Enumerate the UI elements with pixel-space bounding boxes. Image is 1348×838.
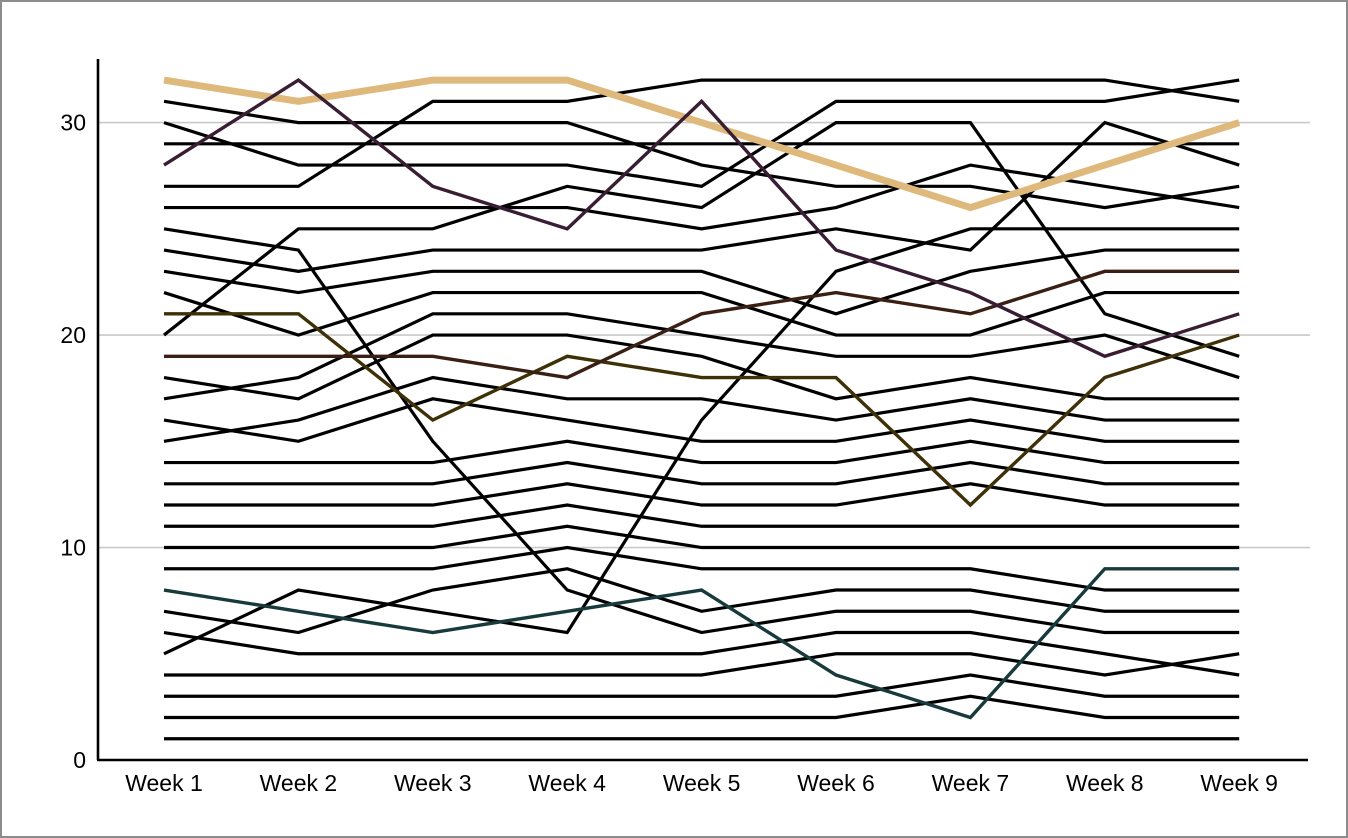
series-line-black-19 (164, 524, 1240, 550)
series-line-black-20 (164, 545, 1240, 592)
series-line-black-13 (163, 397, 1240, 443)
series-line-black-24 (164, 652, 1240, 677)
series-line-black-17 (164, 482, 1240, 507)
x-tick-label-7: Week 7 (932, 770, 1010, 796)
series-line-black-10 (163, 120, 1240, 358)
series-line-highlight-teal (163, 567, 1240, 720)
series-line-highlight-purple (163, 78, 1240, 359)
series-line-black-14 (163, 375, 1240, 443)
x-tick-label-8: Week 8 (1066, 770, 1144, 796)
series-line-highlight-maroon (164, 269, 1240, 380)
x-tick-label-4: Week 4 (528, 770, 606, 796)
series-line-black-08 (163, 248, 1240, 316)
series-line-black-06 (163, 227, 1240, 635)
series-line-black-11 (163, 333, 1240, 401)
series-line-black-04 (164, 78, 1240, 188)
series-line-black-01 (163, 99, 1240, 210)
series-line-black-18 (164, 503, 1240, 528)
x-tick-label-9: Week 9 (1200, 770, 1278, 796)
y-tick-label-20: 20 (60, 322, 86, 348)
series-line-black-07 (163, 120, 1240, 273)
y-tick-label-30: 30 (60, 110, 86, 136)
series-line-black-15 (164, 439, 1240, 465)
series-line-black-16 (164, 460, 1240, 486)
y-tick-label-10: 10 (60, 535, 86, 561)
x-tick-label-3: Week 3 (394, 770, 472, 796)
series-line-highlight-olive (164, 312, 1240, 508)
series-line-highlight-tan (163, 76, 1241, 212)
series-line-black-23 (163, 227, 1240, 656)
series-line-black-22 (163, 630, 1240, 677)
series-line-black-09 (163, 290, 1240, 337)
series-line-black-25 (164, 673, 1240, 698)
x-tick-label-6: Week 6 (797, 770, 875, 796)
x-tick-label-2: Week 2 (260, 770, 338, 796)
x-tick-label-1: Week 1 (125, 770, 203, 796)
x-tick-label-5: Week 5 (663, 770, 741, 796)
series-line-black-02 (163, 78, 1240, 189)
y-tick-label-0: 0 (73, 747, 86, 773)
series-line-black-26 (164, 694, 1240, 720)
